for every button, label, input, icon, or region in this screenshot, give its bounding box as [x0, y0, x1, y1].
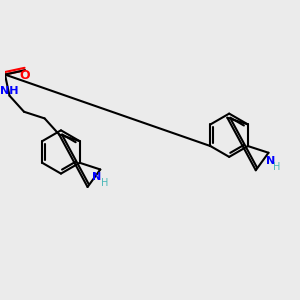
- Text: N: N: [266, 156, 275, 166]
- Text: H: H: [273, 161, 280, 172]
- Text: H: H: [100, 178, 108, 188]
- Text: O: O: [20, 69, 30, 82]
- Text: N: N: [92, 172, 101, 182]
- Text: NH: NH: [0, 86, 19, 96]
